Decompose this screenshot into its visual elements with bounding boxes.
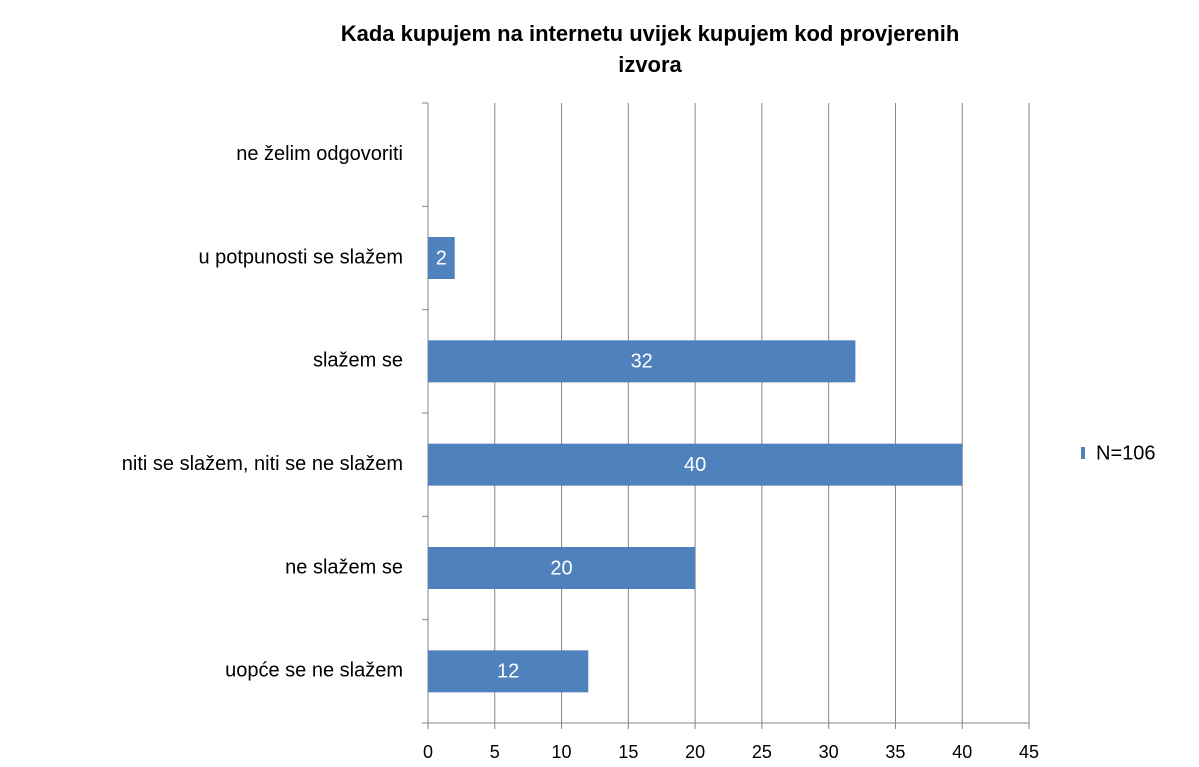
x-tick-label: 30	[819, 742, 839, 762]
y-tick-label: niti se slažem, niti se ne slažem	[122, 453, 403, 475]
y-tick-label: slažem se	[313, 350, 403, 372]
x-tick-label: 45	[1019, 742, 1039, 762]
bar	[428, 547, 696, 589]
bar	[428, 443, 963, 486]
x-tick-label: 0	[423, 742, 433, 762]
y-tick-label: u potpunosti se slažem	[198, 246, 403, 268]
bar	[428, 340, 856, 383]
chart-title: Kada kupujem na internetu uvijek kupujem…	[340, 21, 960, 77]
data-label: 20	[550, 557, 572, 579]
x-tick-label: 5	[490, 742, 500, 762]
bar	[428, 237, 455, 279]
legend-marker	[1081, 447, 1085, 459]
y-tick-label: uopće se ne slažem	[225, 660, 403, 682]
x-tick-label: 40	[952, 742, 972, 762]
data-label: 12	[497, 661, 519, 683]
x-tick-label: 15	[618, 742, 638, 762]
x-tick-label: 20	[685, 742, 705, 762]
y-tick-label: ne želim odgovoriti	[236, 143, 403, 165]
x-tick-label: 25	[752, 742, 772, 762]
x-tick-label: 10	[552, 742, 572, 762]
data-label: 32	[631, 351, 653, 373]
legend-label: N=106	[1096, 442, 1156, 464]
data-label: 40	[684, 454, 706, 476]
y-tick-label: ne slažem se	[285, 556, 403, 578]
data-label: 2	[436, 247, 447, 269]
x-tick-label: 35	[885, 742, 905, 762]
bar	[428, 650, 589, 693]
